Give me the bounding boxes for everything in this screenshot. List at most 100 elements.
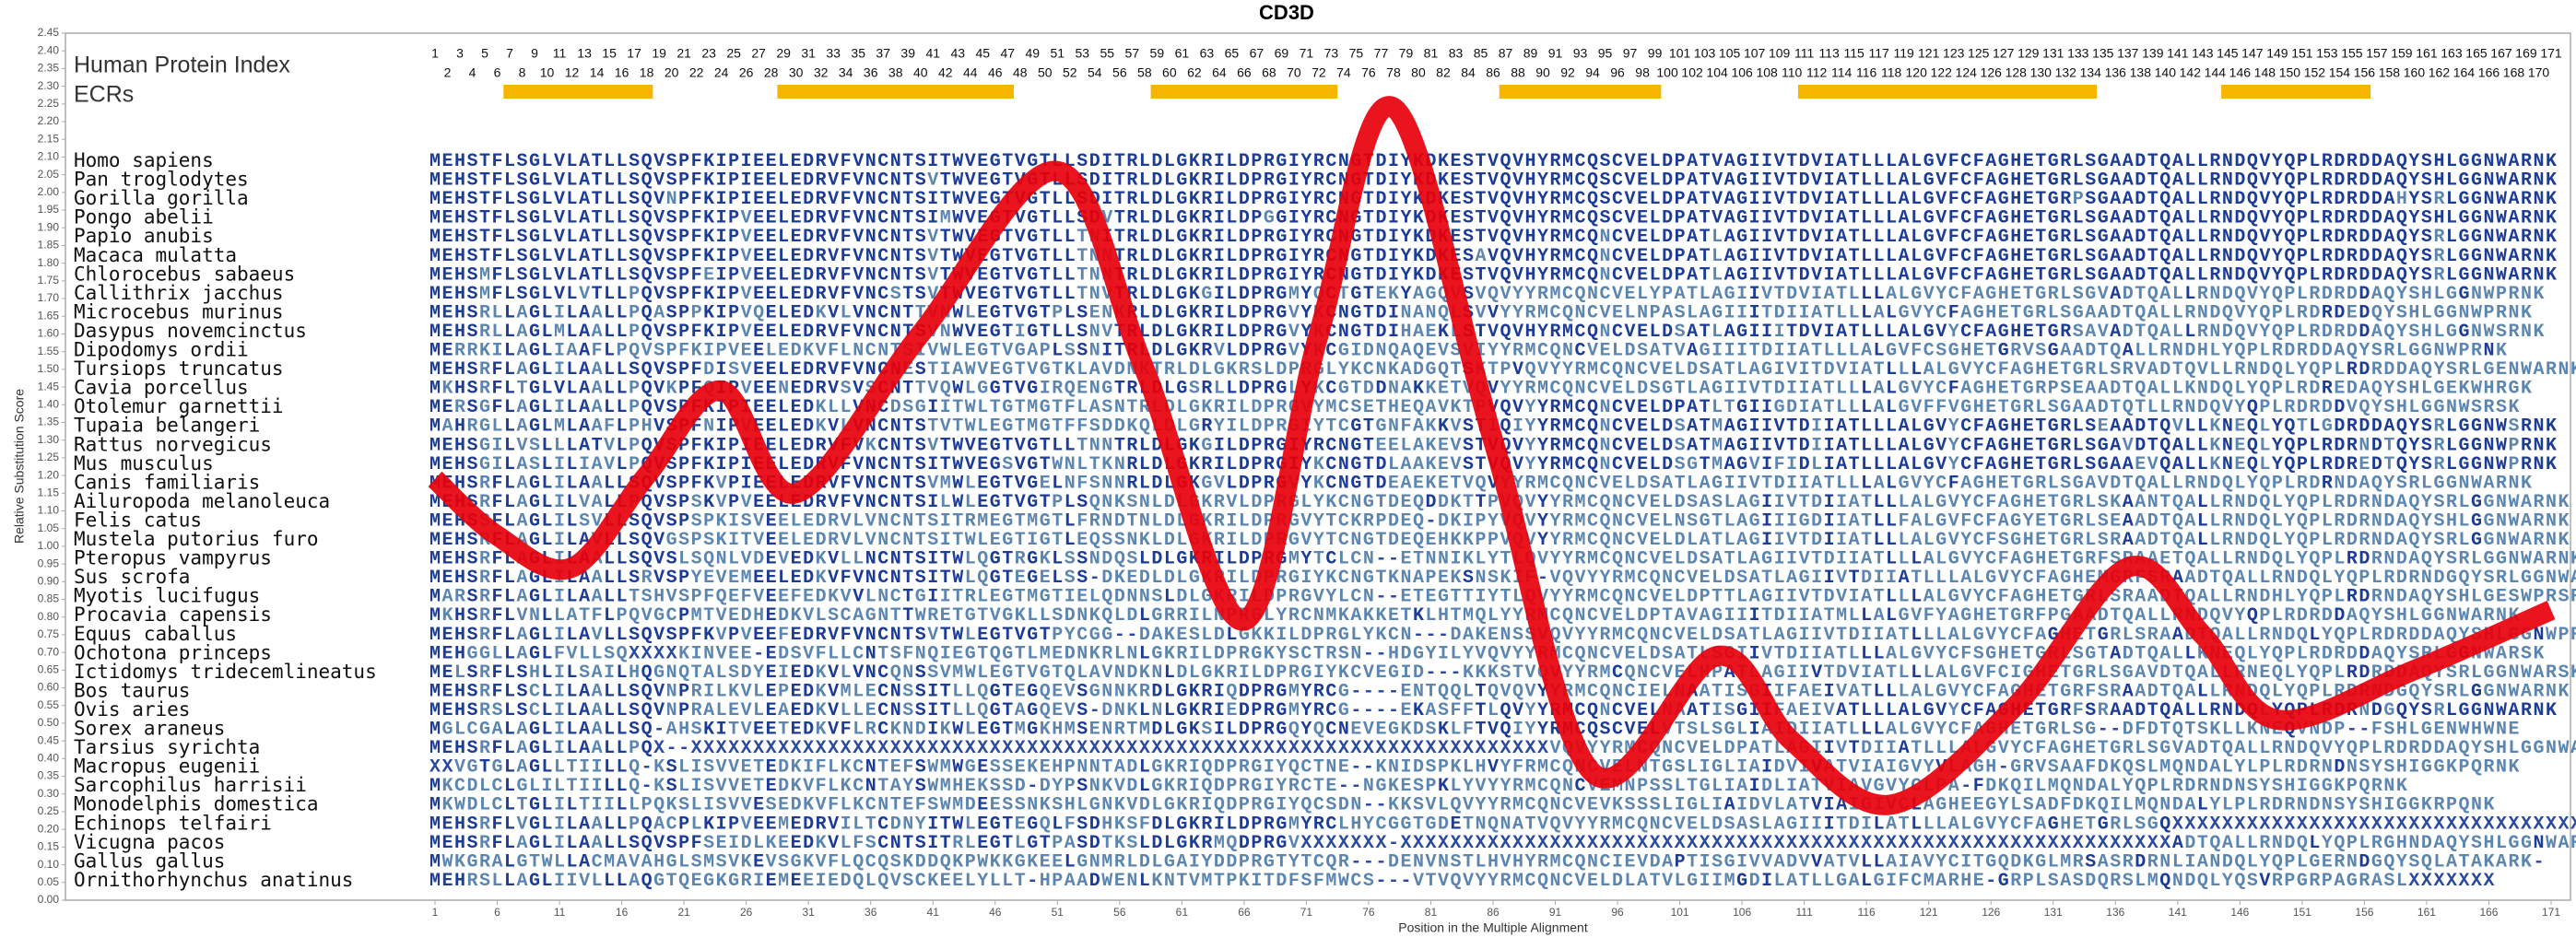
residue: Y: [2471, 568, 2482, 589]
residue: P: [728, 189, 739, 210]
residue: A: [1650, 341, 1661, 362]
residue: V: [554, 170, 565, 192]
y-tick-label: 0.50: [38, 716, 60, 729]
position-number: 159: [2391, 46, 2413, 61]
residue: V: [716, 568, 727, 589]
residue: N: [865, 303, 876, 324]
residue: L: [1711, 227, 1723, 248]
residue: G: [1176, 208, 1187, 229]
residue: G: [1027, 208, 1038, 229]
residue: D: [1662, 454, 1673, 475]
residue: Y: [1065, 625, 1076, 646]
residue: A: [1700, 492, 1711, 513]
position-number: 146: [2229, 65, 2252, 80]
residue: R: [828, 530, 839, 551]
residue: R: [2483, 605, 2494, 627]
position-number: 148: [2254, 65, 2276, 80]
residue: L: [617, 170, 628, 192]
residue: Q: [2284, 208, 2295, 229]
residue: Y: [2383, 379, 2394, 400]
residue: T: [1015, 644, 1026, 665]
residue: G: [529, 397, 540, 418]
residue: G: [1736, 416, 1747, 438]
residue: C: [1325, 474, 1336, 495]
y-tick-label: 1.85: [38, 239, 60, 252]
residue: K: [1189, 189, 1200, 210]
residue: P: [2297, 246, 2308, 267]
residue: A: [2123, 454, 2134, 475]
residue: V: [1288, 322, 1300, 343]
residue: S: [467, 284, 478, 305]
residue: N: [1114, 397, 1125, 418]
residue: N: [2533, 170, 2544, 192]
residue: P: [1675, 189, 1686, 210]
residue: V: [1475, 303, 1486, 324]
residue: E: [1425, 587, 1436, 608]
residue: Q: [2234, 284, 2245, 305]
residue: Q: [2284, 246, 2295, 267]
residue: Q: [2247, 189, 2258, 210]
residue: E: [977, 170, 988, 192]
residue: Y: [1512, 379, 1523, 400]
residue: P: [1675, 170, 1686, 192]
residue: C: [1587, 474, 1598, 495]
residue: Q: [2371, 379, 2382, 400]
residue: L: [965, 474, 976, 495]
residue: A: [592, 359, 603, 381]
residue: V: [853, 265, 864, 287]
residue: V: [828, 170, 839, 192]
residue: P: [2322, 587, 2333, 608]
residue: P: [678, 189, 689, 210]
residue: A: [2172, 227, 2183, 248]
residue: D: [1799, 189, 1810, 210]
residue: A: [2508, 151, 2519, 172]
residue: R: [2433, 265, 2444, 287]
residue: Y: [2297, 587, 2308, 608]
residue: L: [604, 246, 615, 267]
residue: T: [2035, 208, 2046, 229]
residue: N: [2496, 492, 2507, 513]
residue: G: [1176, 284, 1187, 305]
residue: L: [1052, 474, 1063, 495]
residue: D: [1251, 416, 1262, 438]
residue: C: [1960, 265, 1971, 287]
residue: T: [1363, 322, 1374, 343]
residue: R: [1550, 416, 1561, 438]
residue: Y: [1214, 416, 1225, 438]
residue: E: [2023, 416, 2034, 438]
residue: R: [1264, 454, 1275, 475]
residue: T: [1325, 530, 1336, 551]
residue: L: [1935, 359, 1947, 381]
residue: R: [1089, 511, 1100, 533]
position-number: 65: [1225, 46, 1240, 61]
residue: P: [2347, 625, 2358, 646]
residue: C: [1600, 359, 1611, 381]
residue: K: [1363, 605, 1374, 627]
residue: E: [441, 265, 453, 287]
residue: G: [1363, 568, 1374, 589]
residue: L: [1650, 265, 1661, 287]
residue: D: [2284, 625, 2295, 646]
residue: T: [1475, 189, 1486, 210]
residue: A: [579, 151, 590, 172]
residue: Q: [1600, 492, 1611, 513]
residue: K: [1450, 492, 1461, 513]
residue: G: [529, 587, 540, 608]
residue: V: [641, 341, 653, 362]
residue: W: [965, 416, 976, 438]
residue: S: [1065, 341, 1076, 362]
residue: A: [1687, 265, 1698, 287]
residue: E: [766, 284, 777, 305]
residue: D: [2197, 568, 2208, 589]
residue: S: [1687, 511, 1698, 533]
residue: Y: [2408, 436, 2419, 457]
residue: L: [1226, 189, 1237, 210]
residue: T: [1450, 474, 1461, 495]
residue: L: [1065, 227, 1076, 248]
residue: T: [1849, 416, 1860, 438]
residue: N: [1089, 549, 1100, 570]
residue: L: [2309, 265, 2320, 287]
residue: L: [1239, 416, 1250, 438]
residue: V: [1512, 170, 1523, 192]
residue: G: [1176, 151, 1187, 172]
